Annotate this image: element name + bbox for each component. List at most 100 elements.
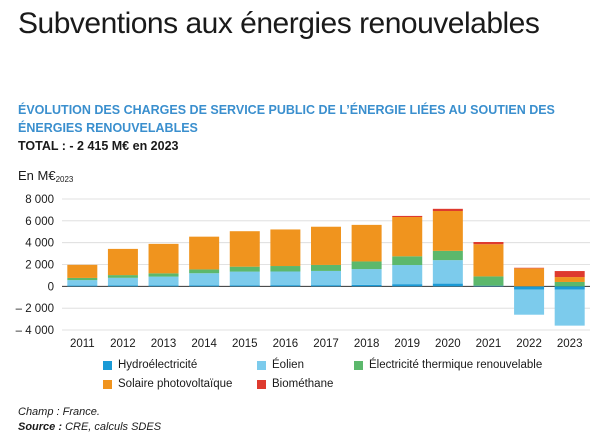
bar-segment bbox=[67, 277, 98, 281]
bar-segment bbox=[554, 281, 585, 287]
bar-segment bbox=[107, 275, 138, 278]
legend-item: Éolien bbox=[257, 359, 304, 371]
bar-segment bbox=[67, 264, 98, 278]
legend-label: Hydroélectricité bbox=[118, 359, 198, 371]
bar-segment bbox=[229, 266, 260, 272]
bar-segment bbox=[270, 229, 301, 267]
bar-segment bbox=[554, 277, 585, 282]
bar-segment bbox=[311, 226, 341, 265]
scope-note: Champ : France. bbox=[18, 406, 100, 418]
legend-label: Éolien bbox=[272, 359, 304, 371]
x-tick-label: 2022 bbox=[516, 338, 542, 350]
x-tick-label: 2016 bbox=[273, 338, 299, 350]
bar-segment bbox=[514, 267, 545, 269]
bar-segment bbox=[392, 217, 423, 257]
y-tick-label: 2 000 bbox=[25, 260, 54, 272]
source-text: CRE, calculs SDES bbox=[62, 421, 162, 433]
bar-segment bbox=[432, 211, 463, 251]
bar-segment bbox=[189, 236, 220, 270]
legend-label: Biométhane bbox=[272, 378, 334, 390]
bar-segment bbox=[392, 265, 423, 285]
legend-item: Solaire photovoltaïque bbox=[103, 378, 232, 390]
x-tick-label: 2015 bbox=[232, 338, 258, 350]
bar-segment bbox=[554, 289, 585, 326]
bar-segment bbox=[351, 224, 382, 262]
page-title: Subventions aux énergies renouvelables bbox=[18, 7, 540, 40]
legend-label: Électricité thermique renouvelable bbox=[369, 359, 543, 371]
bar-segment bbox=[351, 261, 382, 270]
bar-segment bbox=[107, 248, 138, 276]
y-tick-label: – 4 000 bbox=[16, 325, 54, 337]
bar-segment bbox=[392, 256, 423, 266]
bar-segment bbox=[67, 285, 98, 287]
bar-segment bbox=[392, 215, 423, 218]
unit-label: En M€ bbox=[18, 168, 56, 183]
bar-segment bbox=[148, 276, 179, 286]
y-tick-label: 6 000 bbox=[25, 216, 54, 228]
bar-segment bbox=[473, 244, 504, 277]
x-tick-label: 2023 bbox=[557, 338, 583, 350]
bar-segment bbox=[270, 285, 301, 287]
bar-segment bbox=[229, 271, 260, 286]
bar-segment bbox=[189, 285, 220, 287]
chart-subtitle: ÉVOLUTION DES CHARGES DE SERVICE PUBLIC … bbox=[18, 103, 555, 135]
legend-item: Hydroélectricité bbox=[103, 359, 197, 371]
bar-segment bbox=[473, 276, 504, 286]
bar-chart: – 4 000 – 2 000 0 2 000 4 000 6 000 8 000 2011 2… bbox=[16, 194, 590, 350]
bar-segment bbox=[67, 280, 98, 286]
bar-segment bbox=[514, 289, 545, 315]
legend-swatch bbox=[257, 360, 266, 370]
bar-segment bbox=[514, 268, 545, 287]
source-note: Source : CRE, calculs SDES bbox=[18, 421, 161, 433]
y-axis-unit: En M€2023 bbox=[18, 168, 73, 184]
bar-segment bbox=[107, 285, 138, 287]
bar-segment bbox=[432, 250, 463, 261]
bar-segment bbox=[514, 286, 545, 290]
bar-segment bbox=[189, 273, 220, 286]
y-tick-label: 0 bbox=[48, 281, 54, 293]
bar-segment bbox=[554, 286, 585, 290]
x-tick-label: 2014 bbox=[191, 338, 217, 350]
y-tick-label: 4 000 bbox=[25, 238, 54, 250]
bar-segment bbox=[229, 285, 260, 287]
bar-segment bbox=[148, 273, 179, 277]
bar-segment bbox=[311, 264, 341, 271]
bar-segment bbox=[554, 271, 585, 278]
bar-segment bbox=[189, 269, 220, 274]
x-tick-label: 2018 bbox=[354, 338, 380, 350]
bar-segment bbox=[311, 270, 341, 286]
bar-segment bbox=[432, 260, 463, 284]
legend-swatch bbox=[257, 379, 266, 389]
bar-segment bbox=[229, 231, 260, 267]
x-tick-label: 2013 bbox=[151, 338, 177, 350]
chart-total: TOTAL : - 2 415 M€ en 2023 bbox=[18, 139, 179, 153]
bar-segment bbox=[311, 285, 341, 287]
bar-segment bbox=[148, 243, 179, 274]
bar-segment bbox=[392, 284, 423, 287]
source-label: Source : bbox=[18, 421, 63, 433]
x-tick-label: 2012 bbox=[110, 338, 136, 350]
bar-segment bbox=[432, 208, 463, 212]
bar-segment bbox=[473, 285, 504, 287]
bar-segment bbox=[473, 242, 504, 245]
x-tick-label: 2021 bbox=[476, 338, 502, 350]
y-tick-label: 8 000 bbox=[25, 194, 54, 206]
legend-label: Solaire photovoltaïque bbox=[118, 378, 233, 390]
unit-subscript: 2023 bbox=[55, 175, 74, 184]
x-tick-label: 2020 bbox=[435, 338, 461, 350]
bar-segment bbox=[107, 277, 138, 286]
legend-item: Biométhane bbox=[257, 378, 333, 390]
legend-swatch bbox=[103, 379, 112, 389]
x-tick-label: 2019 bbox=[394, 338, 420, 350]
bar-segment bbox=[270, 271, 301, 286]
bar-segment bbox=[148, 285, 179, 287]
legend-swatch bbox=[103, 360, 112, 370]
bar-segment bbox=[432, 283, 463, 287]
bar-segment bbox=[351, 284, 382, 287]
y-tick-label: – 2 000 bbox=[16, 303, 54, 315]
bar-segment bbox=[270, 266, 301, 272]
legend-swatch bbox=[354, 360, 363, 370]
legend-item: Électricité thermique renouvelable bbox=[354, 359, 542, 371]
x-tick-label: 2017 bbox=[313, 338, 339, 350]
bar-segment bbox=[351, 269, 382, 285]
